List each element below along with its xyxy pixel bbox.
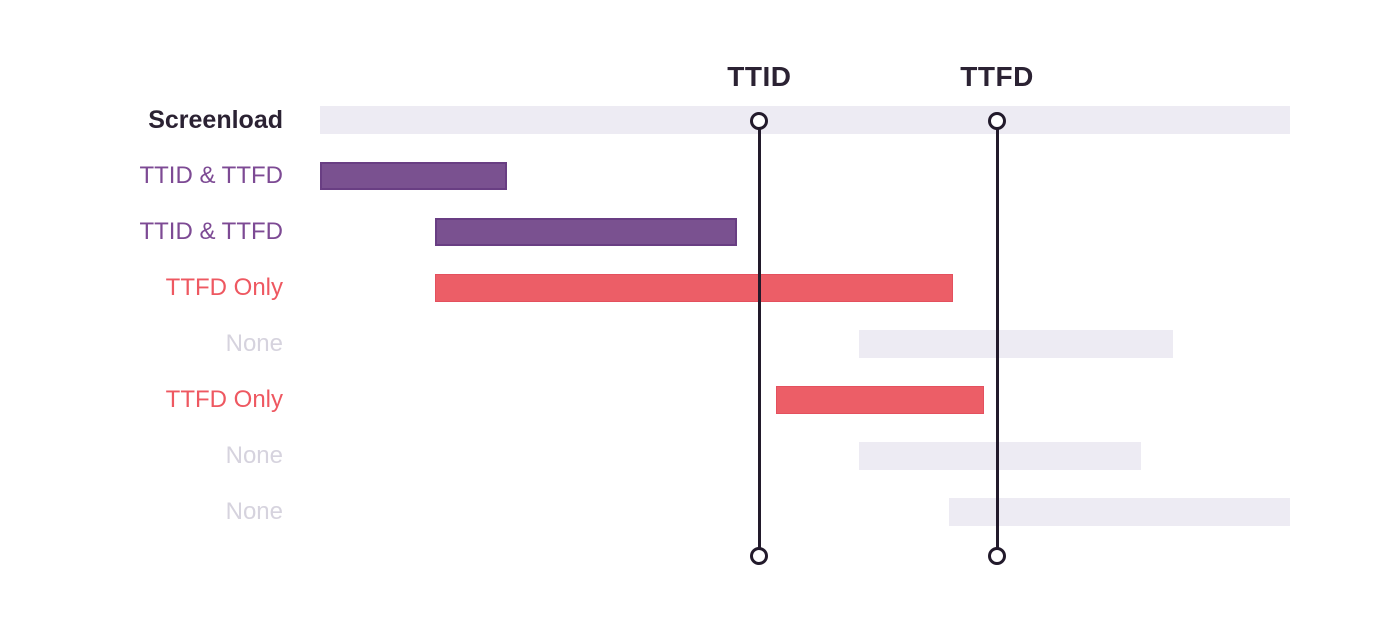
marker-circle-top [750, 112, 769, 130]
marker-label: TTID [727, 61, 792, 92]
marker-circle-bottom [988, 547, 1007, 565]
marker-line [995, 121, 999, 556]
span-row: None [0, 442, 1400, 470]
row-label: None [225, 442, 283, 469]
marker-circle-bottom [750, 547, 769, 565]
span-row: None [0, 330, 1400, 358]
span-bar [859, 442, 1141, 470]
row-label: TTID & TTFD [139, 218, 283, 245]
row-label: TTFD Only [165, 386, 283, 413]
span-bar [435, 274, 954, 302]
span-bar [775, 386, 985, 414]
marker-label: TTFD [960, 61, 1034, 92]
span-row: TTFD Only [0, 274, 1400, 302]
span-row: None [0, 498, 1400, 526]
span-row: Screenload [0, 106, 1400, 134]
span-bar [435, 218, 738, 246]
span-row: TTID & TTFD [0, 218, 1400, 246]
span-bar [948, 498, 1290, 526]
marker-circle-top [988, 112, 1007, 130]
span-bar [320, 162, 508, 190]
row-label: None [225, 330, 283, 357]
row-label: TTFD Only [165, 274, 283, 301]
marker-line [757, 121, 761, 556]
span-bar [320, 106, 1290, 134]
row-label: None [225, 498, 283, 525]
row-label: TTID & TTFD [139, 162, 283, 189]
span-bar [859, 330, 1173, 358]
row-label: Screenload [148, 106, 283, 134]
span-row: TTID & TTFD [0, 162, 1400, 190]
span-row: TTFD Only [0, 386, 1400, 414]
